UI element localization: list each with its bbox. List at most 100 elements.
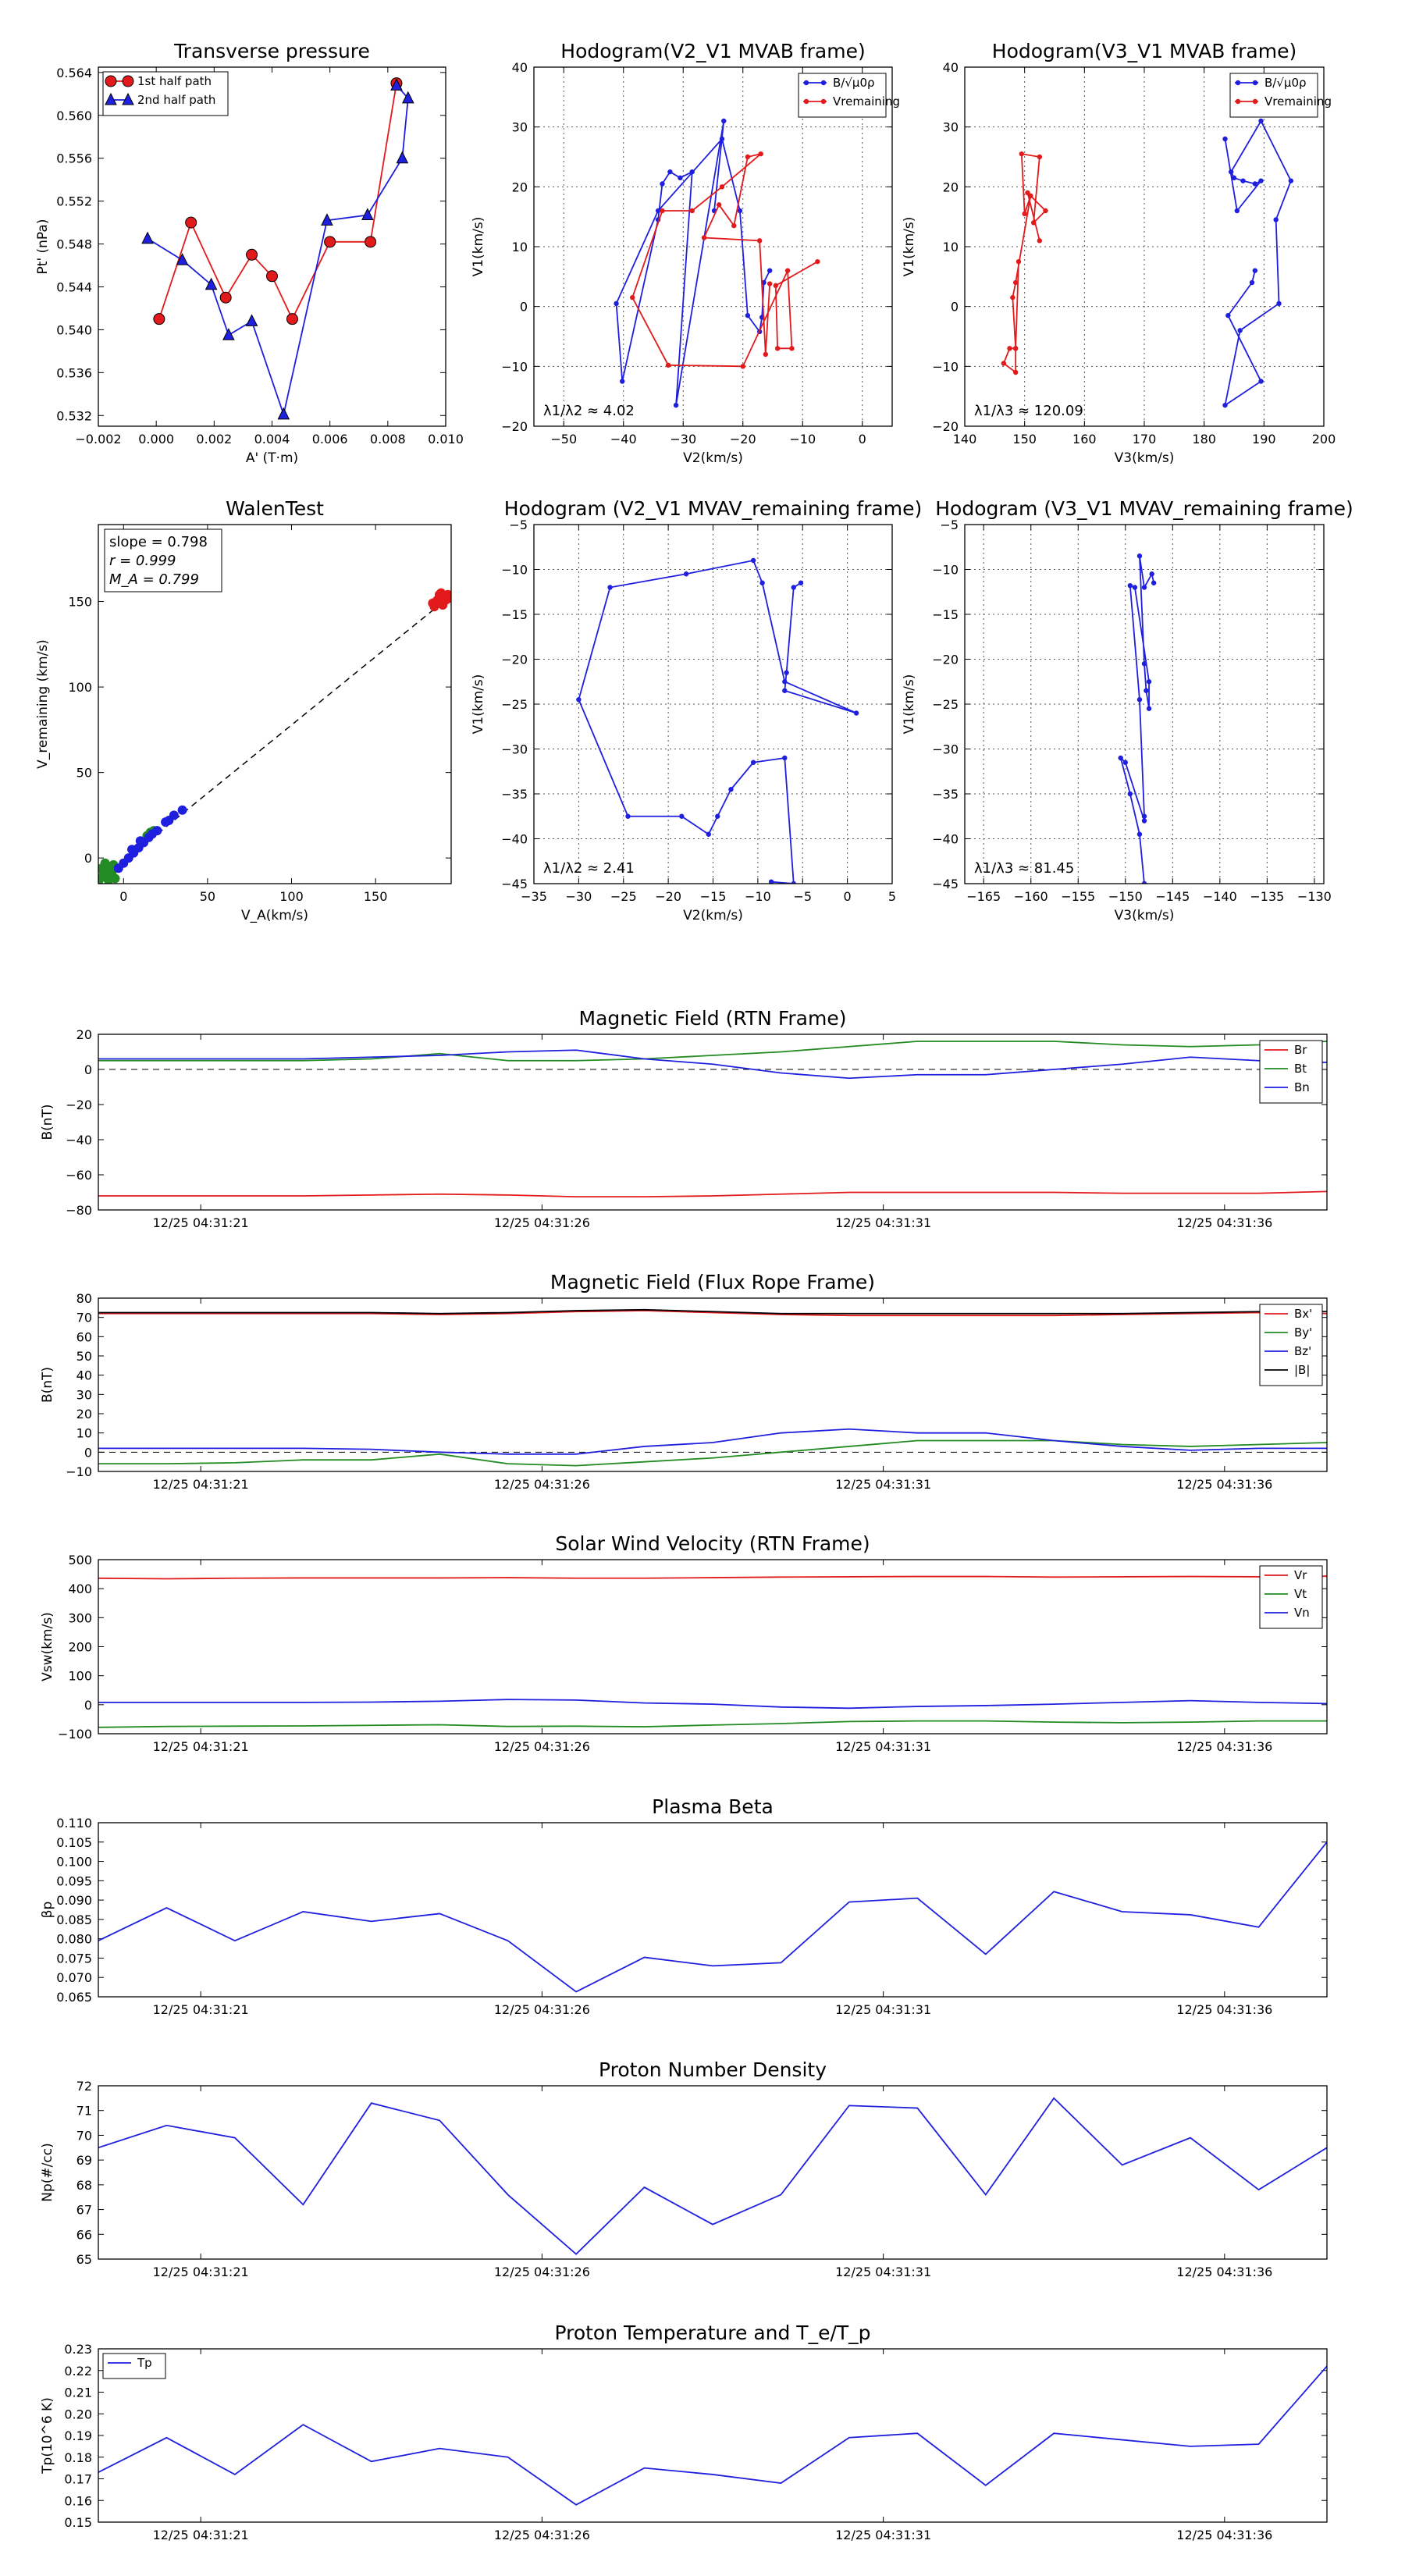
data-point — [1144, 688, 1149, 693]
series-line-Bt — [98, 1041, 1327, 1062]
data-point-blue — [147, 829, 157, 839]
chart-hodo2: Hodogram(V3_V1 MVAB frame) 140 150 160 170 18… — [902, 40, 1336, 466]
x-tick-label: 12/25 04:31:36 — [1176, 1215, 1272, 1230]
x-tick-label: 12/25 04:31:26 — [494, 1477, 590, 1492]
axes-frame — [98, 2348, 1328, 2523]
y-tick-label: 0.560 — [56, 109, 92, 123]
y-tick-label: 0 — [84, 1445, 92, 1460]
y-tick-label: 30 — [943, 120, 959, 135]
y-tick-label: 0.080 — [56, 1932, 92, 1947]
y-tick-label: 0.085 — [56, 1912, 92, 1927]
legend-marker — [1252, 80, 1258, 86]
data-point — [737, 208, 743, 214]
y-tick-label: 67 — [76, 2203, 92, 2218]
legend-marker — [820, 80, 827, 86]
x-tick-label: 180 — [1192, 432, 1216, 447]
data-point — [1228, 169, 1234, 175]
legend-label: Br — [1294, 1043, 1307, 1057]
data-layer — [98, 1575, 1327, 1728]
data-layer — [98, 2365, 1327, 2506]
ratio-annotation: λ1/λ2 ≈ 4.02 — [543, 403, 635, 419]
x-tick-label: 0.002 — [196, 432, 232, 447]
chart-hodo4: Hodogram (V3_V1 MVAV_remaining frame) −16… — [902, 497, 1353, 923]
series-line-beta — [98, 1841, 1327, 1993]
legend-label: |B| — [1294, 1363, 1310, 1377]
legend-marker — [122, 92, 134, 105]
y-tick-label: −40 — [501, 832, 528, 847]
x-tick-label: 12/25 04:31:21 — [153, 2002, 249, 2017]
x-tick-label: 12/25 04:31:21 — [153, 2265, 249, 2279]
data-point — [246, 248, 258, 261]
chart-title: Magnetic Field (Flux Rope Frame) — [550, 1271, 875, 1293]
data-point — [1028, 193, 1033, 199]
y-tick-label: 150 — [68, 595, 92, 610]
x-tick-label: 12/25 04:31:26 — [494, 2528, 590, 2542]
data-point-blue — [177, 805, 187, 815]
x-tick-label: 12/25 04:31:36 — [1176, 1477, 1272, 1492]
data-point — [141, 231, 154, 244]
ratio-annotation: λ1/λ3 ≈ 120.09 — [974, 403, 1083, 419]
data-point — [1136, 697, 1143, 703]
data-point-green — [110, 873, 120, 884]
ratio-annotation: λ1/λ2 ≈ 2.41 — [543, 860, 635, 877]
stats-ma: M_A = 0.799 — [109, 571, 199, 588]
y-axis-label: Vsw(km/s) — [40, 1612, 55, 1681]
data-point — [205, 277, 218, 290]
data-point — [791, 881, 796, 884]
data-layer — [98, 588, 451, 884]
data-point — [266, 270, 278, 283]
legend-marker — [122, 75, 134, 87]
y-tick-label: 10 — [943, 240, 959, 254]
y-tick-label: 0.17 — [64, 2472, 92, 2487]
y-tick-label: −20 — [932, 653, 959, 667]
series-line-Bz' — [98, 1428, 1327, 1455]
legend-marker — [803, 80, 809, 86]
x-tick-label: −160 — [1014, 889, 1048, 904]
legend-label: Bz' — [1294, 1344, 1311, 1358]
data-point — [1288, 178, 1294, 183]
y-tick-label: −10 — [66, 1464, 92, 1479]
y-tick-label: 0.23 — [64, 2342, 92, 2357]
x-tick-label: 0 — [844, 889, 852, 904]
legend-box — [1259, 1304, 1323, 1386]
data-point — [1136, 831, 1143, 837]
x-tick-label: 0 — [859, 432, 866, 447]
x-tick-label: −165 — [966, 889, 1001, 904]
data-point — [1141, 818, 1147, 824]
y-tick-label: −20 — [501, 419, 528, 434]
chart-title: Proton Temperature and T_e/T_p — [554, 2322, 870, 2344]
y-tick-label: −20 — [501, 653, 528, 667]
chart-title: Solar Wind Velocity (RTN Frame) — [555, 1532, 870, 1555]
data-point — [1141, 585, 1147, 590]
stats-box — [104, 528, 222, 592]
x-tick-label: 12/25 04:31:26 — [494, 2265, 590, 2279]
data-point — [1043, 208, 1048, 214]
legend-marker — [803, 98, 809, 105]
data-point — [614, 301, 619, 307]
y-tick-label: −35 — [501, 787, 528, 802]
y-axis-label: Np(#/cc) — [40, 2143, 55, 2201]
y-tick-label: 70 — [76, 1311, 92, 1325]
data-point — [1136, 553, 1143, 559]
data-point — [1146, 679, 1152, 685]
data-point-blue — [135, 836, 145, 846]
y-tick-label: 80 — [76, 1291, 92, 1306]
chart-hodo1: Hodogram(V2_V1 MVAB frame) −50 −40 −30 −20 −1… — [471, 40, 900, 466]
y-tick-label: 65 — [76, 2252, 92, 2267]
data-point — [1225, 312, 1231, 318]
data-point — [625, 813, 631, 819]
x-tick-label: 50 — [200, 889, 215, 904]
legend-marker — [1235, 98, 1241, 105]
y-axis-label: V1(km/s) — [471, 217, 486, 277]
y-tick-label: 100 — [68, 680, 92, 695]
y-tick-label: −15 — [932, 607, 959, 622]
y-tick-label: 30 — [512, 120, 528, 135]
x-tick-label: 190 — [1252, 432, 1276, 447]
x-tick-label: 12/25 04:31:26 — [494, 1215, 590, 1230]
data-point — [176, 253, 189, 265]
y-tick-label: 0 — [951, 300, 959, 315]
data-layer — [98, 1041, 1327, 1198]
x-tick-label: 0.010 — [428, 432, 464, 447]
chart-title: Hodogram (V3_V1 MVAV_remaining frame) — [935, 497, 1353, 520]
